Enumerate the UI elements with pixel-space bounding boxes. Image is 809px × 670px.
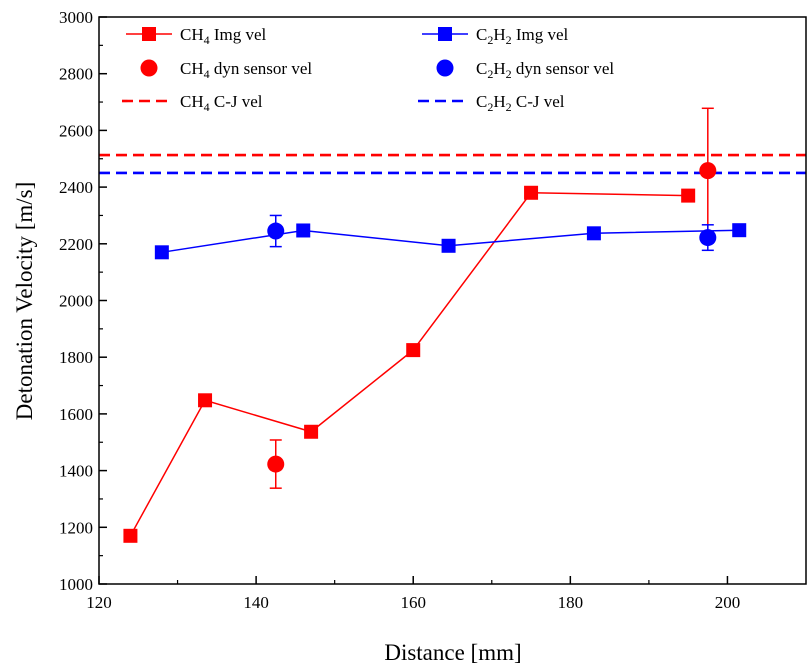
y-tick-label: 2600 bbox=[59, 121, 93, 140]
legend-label-part: dyn sensor vel bbox=[512, 59, 615, 78]
y-tick-label: 1600 bbox=[59, 405, 93, 424]
tick-labels: 120 140 160 180 200 1000 1200 1400 1600 1800 2000 2… bbox=[59, 8, 740, 612]
legend-label-part: 4 bbox=[204, 100, 210, 114]
c2h2-dyn-point bbox=[699, 229, 717, 247]
legend-label-part: H bbox=[493, 92, 505, 111]
ch4-dyn-point bbox=[699, 162, 717, 180]
legend-label-part: CH bbox=[180, 25, 204, 44]
x-tick-label: 200 bbox=[715, 593, 741, 612]
c2h2-img-point bbox=[154, 245, 169, 260]
y-tick-label: 1800 bbox=[59, 348, 93, 367]
legend-label-part: Img vel bbox=[512, 25, 569, 44]
y-tick-label: 1000 bbox=[59, 575, 93, 594]
legend-label-part: H bbox=[493, 25, 505, 44]
legend-label-part: 2 bbox=[487, 33, 493, 47]
legend-c2h2-img-label: C2H2 Img vel bbox=[476, 25, 569, 47]
legend-label-part: 2 bbox=[487, 67, 493, 81]
legend-label-part: dyn sensor vel bbox=[210, 59, 313, 78]
legend-label-part: C bbox=[476, 25, 487, 44]
legend-ch4-dyn-label: CH4 dyn sensor vel bbox=[180, 59, 312, 81]
legend-label-part: 2 bbox=[487, 100, 493, 114]
legend-label-part: CH bbox=[180, 59, 204, 78]
y-tick-label: 2800 bbox=[59, 65, 93, 84]
x-tick-label: 120 bbox=[86, 593, 112, 612]
legend-label-part: H bbox=[493, 59, 505, 78]
tick-marks bbox=[98, 16, 729, 585]
x-tick-label: 180 bbox=[558, 593, 584, 612]
ch4-img-line bbox=[129, 192, 689, 537]
legend-label-part: 2 bbox=[506, 33, 512, 47]
ch4-dyn-point bbox=[267, 455, 285, 473]
legend-c2h2-dyn-marker bbox=[436, 59, 454, 77]
legend-ch4-img-label: CH4 Img vel bbox=[180, 25, 267, 47]
legend-label-part: 2 bbox=[506, 100, 512, 114]
legend-c2h2-cj-label: C2H2 C-J vel bbox=[476, 92, 565, 114]
legend-ch4-img-marker bbox=[142, 27, 156, 41]
legend-c2h2-dyn-label: C2H2 dyn sensor vel bbox=[476, 59, 614, 81]
legend-label-part: Img vel bbox=[210, 25, 267, 44]
y-tick-label: 2000 bbox=[59, 292, 93, 311]
legend-ch4-dyn-marker bbox=[140, 59, 158, 77]
x-tick-label: 160 bbox=[400, 593, 426, 612]
x-tick-label: 140 bbox=[243, 593, 269, 612]
legend-label-part: 4 bbox=[204, 33, 210, 47]
legend-c2h2-img-marker bbox=[438, 27, 452, 41]
y-tick-label: 1400 bbox=[59, 462, 93, 481]
ch4-img-point bbox=[524, 185, 539, 200]
ch4-img-point bbox=[681, 188, 696, 203]
c2h2-img-point bbox=[586, 226, 601, 241]
ch4-img-point bbox=[198, 393, 213, 408]
y-tick-label: 1200 bbox=[59, 518, 93, 537]
ch4-img-point bbox=[304, 424, 319, 439]
y-tick-label: 3000 bbox=[59, 8, 93, 27]
ch4-img-point bbox=[406, 343, 421, 358]
data-series bbox=[123, 107, 747, 543]
legend-label-part: CH bbox=[180, 92, 204, 111]
ch4-img-point bbox=[123, 528, 138, 543]
x-axis-title: Distance [mm] bbox=[384, 640, 521, 665]
legend-ch4-cj-label: CH4 C-J vel bbox=[180, 92, 263, 114]
c2h2-img-point bbox=[732, 223, 747, 238]
y-tick-label: 2200 bbox=[59, 235, 93, 254]
legend-label-part: 2 bbox=[506, 67, 512, 81]
legend-label-part: 4 bbox=[204, 67, 210, 81]
legend-label-part: C-J vel bbox=[512, 92, 565, 111]
legend-label-part: C bbox=[476, 92, 487, 111]
y-tick-label: 2400 bbox=[59, 178, 93, 197]
legend-label-part: C-J vel bbox=[210, 92, 263, 111]
legend-label-part: C bbox=[476, 59, 487, 78]
c2h2-img-point bbox=[441, 238, 456, 253]
c2h2-img-point bbox=[296, 223, 311, 238]
y-axis-title: Detonation Velocity [m/s] bbox=[12, 182, 37, 420]
c2h2-dyn-point bbox=[267, 222, 285, 240]
